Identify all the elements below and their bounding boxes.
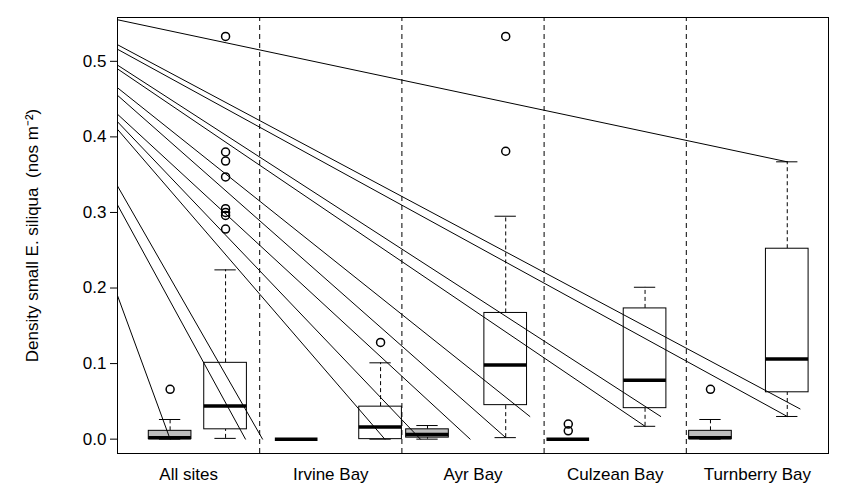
svg-text:Culzean Bay: Culzean Bay: [567, 465, 664, 484]
svg-text:0.5: 0.5: [83, 52, 107, 71]
svg-text:Turnberry Bay: Turnberry Bay: [704, 465, 812, 484]
svg-text:All sites: All sites: [159, 465, 218, 484]
svg-text:Ayr Bay: Ayr Bay: [443, 465, 503, 484]
svg-text:0.4: 0.4: [83, 127, 107, 146]
svg-text:Density small E. siliqua (nos: Density small E. siliqua (nos m⁻²): [23, 109, 42, 363]
svg-text:0.3: 0.3: [83, 203, 107, 222]
svg-text:0.0: 0.0: [83, 430, 107, 449]
svg-text:0.2: 0.2: [83, 278, 107, 297]
svg-text:Irvine Bay: Irvine Bay: [293, 465, 369, 484]
svg-text:0.1: 0.1: [83, 354, 107, 373]
